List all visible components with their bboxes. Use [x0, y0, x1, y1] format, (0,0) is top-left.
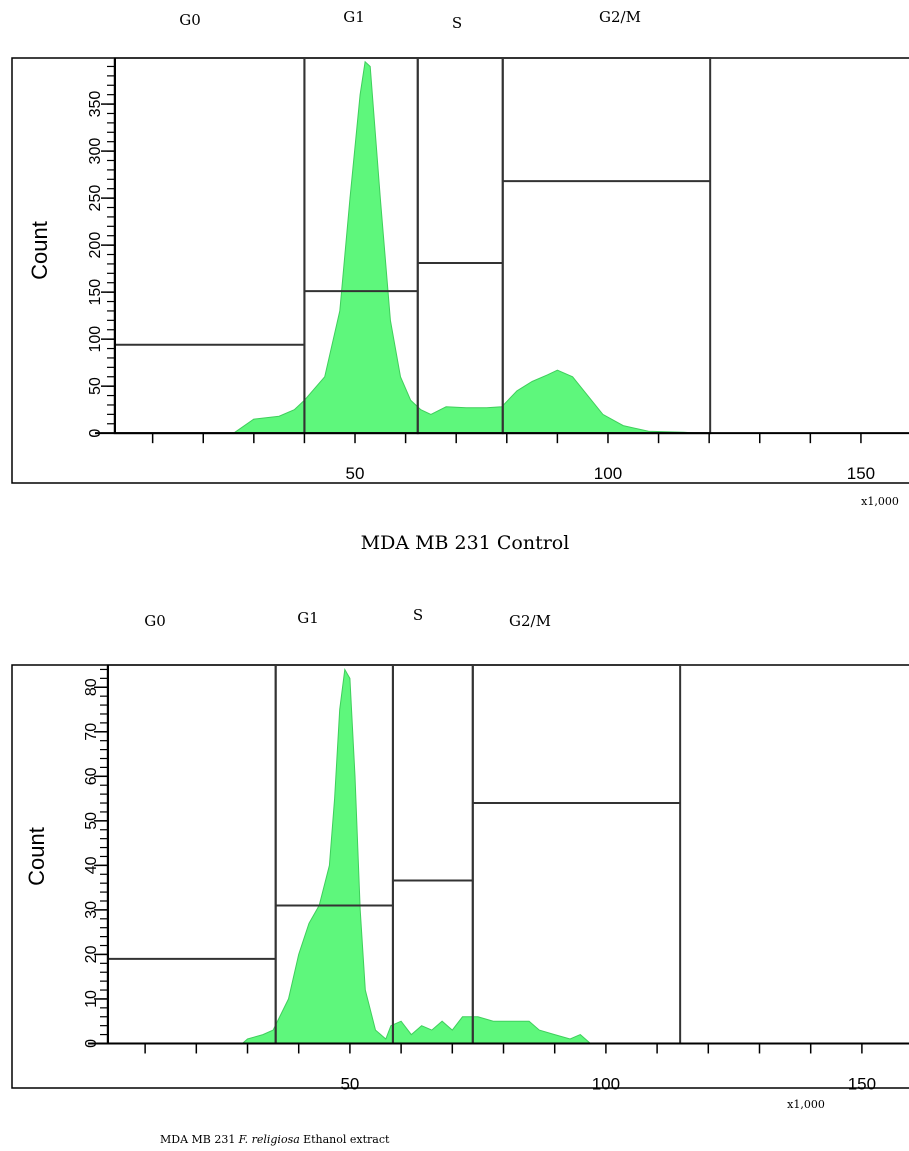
x-tick-label: 100 — [592, 1074, 620, 1093]
caption: MDA MB 231 Control — [361, 532, 570, 554]
gate-label: G0 — [179, 11, 201, 29]
histogram-area — [233, 60, 700, 435]
y-tick-label: 20 — [83, 945, 100, 963]
x-tick-label: 150 — [848, 1074, 876, 1093]
chart-panel: G0 G1 S G2/M 50 100 150 0 50 100 150 200 250 300 350 Co… — [11, 8, 909, 554]
y-tick-label: 0 — [83, 1039, 100, 1048]
gate-label: S — [452, 14, 462, 32]
y-tick-label: 70 — [83, 723, 100, 741]
gate-label: G1 — [343, 8, 365, 26]
y-axis-label: Count — [27, 221, 52, 280]
y-tick-label: 100 — [87, 326, 104, 353]
caption: MDA MB 231 F. religiosa Ethanol extract — [160, 1133, 390, 1146]
y-tick-label: 50 — [83, 812, 100, 830]
gate-label: G1 — [297, 609, 319, 627]
y-tick-label: 0 — [87, 429, 104, 438]
y-tick-label: 150 — [87, 279, 104, 306]
x-multiplier: x1,000 — [787, 1098, 825, 1111]
caption-part: F. religiosa — [238, 1133, 300, 1146]
caption-part: Ethanol extract — [303, 1133, 390, 1146]
x-tick-label: 150 — [847, 464, 875, 483]
gate-label: G2/M — [509, 612, 551, 630]
y-tick-label: 300 — [87, 138, 104, 165]
chart-panel: G0 G1 S G2/M 50 100 150 0 10 20 30 40 50 60 70 80 Count x… — [11, 606, 909, 1146]
x-tick-label: 50 — [346, 464, 365, 483]
gate-label: S — [413, 606, 423, 624]
y-tick-label: 80 — [83, 678, 100, 696]
caption-part: MDA MB 231 — [160, 1133, 235, 1146]
caption-part: MDA MB 231 Control — [361, 532, 570, 554]
y-tick-label: 10 — [83, 990, 100, 1008]
gate-label: G2/M — [599, 8, 641, 26]
y-tick-label: 350 — [87, 91, 104, 118]
y-tick-label: 40 — [83, 856, 100, 874]
y-tick-label: 250 — [87, 185, 104, 212]
y-axis-label: Count — [24, 827, 49, 886]
x-tick-label: 100 — [594, 464, 622, 483]
x-tick-label: 50 — [340, 1074, 359, 1093]
gate-label: G0 — [144, 612, 166, 630]
y-tick-label: 30 — [83, 901, 100, 919]
y-tick-label: 60 — [83, 767, 100, 785]
y-tick-label: 200 — [87, 232, 104, 259]
y-tick-label: 50 — [87, 377, 104, 395]
histogram-area — [241, 667, 591, 1045]
x-multiplier: x1,000 — [861, 495, 899, 508]
plot-frame — [11, 664, 909, 1089]
